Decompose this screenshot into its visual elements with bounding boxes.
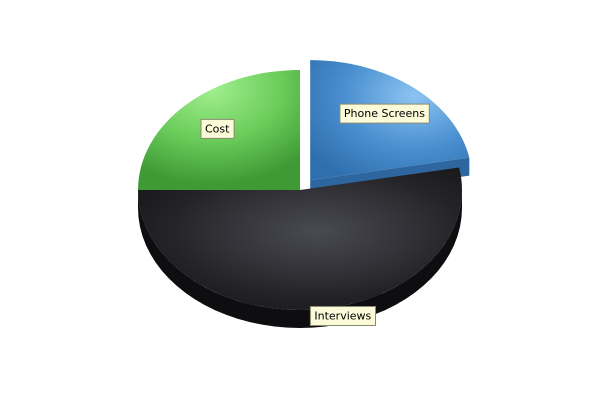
svg-text:Interviews: Interviews	[314, 310, 371, 323]
slice-label-interviews: Interviews	[309, 306, 376, 326]
slice-interviews[interactable]	[138, 167, 462, 310]
slice-label-cost: Cost	[200, 118, 235, 139]
svg-text:Cost: Cost	[205, 122, 230, 135]
svg-text:Phone Screens: Phone Screens	[344, 107, 425, 120]
slice-label-phone-screens: Phone Screens	[339, 103, 430, 124]
